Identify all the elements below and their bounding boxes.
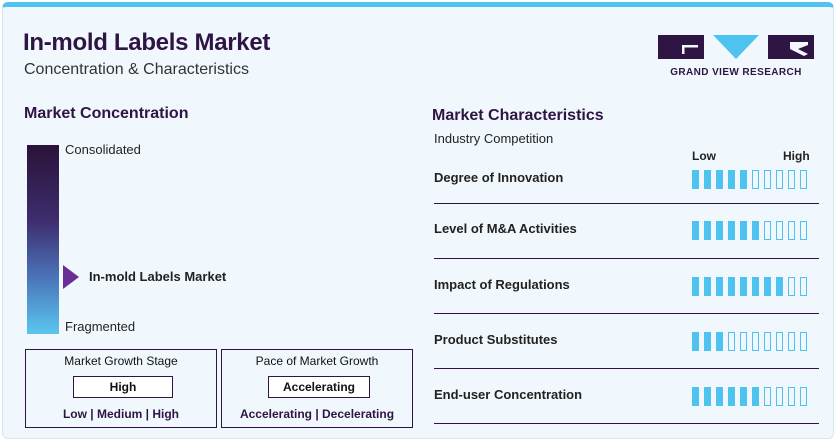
meter-segment-empty xyxy=(788,332,795,351)
meter-segment-filled xyxy=(740,221,747,240)
meter-segment-filled xyxy=(704,170,711,189)
characteristic-meter xyxy=(692,332,807,351)
meter-segment-filled xyxy=(704,387,711,406)
high-label: High xyxy=(783,149,810,163)
meter-segment-filled xyxy=(776,277,783,296)
meter-segment-filled xyxy=(692,170,699,189)
meter-segment-empty xyxy=(788,387,795,406)
row-divider xyxy=(434,423,819,424)
meter-segment-filled xyxy=(704,332,711,351)
logo-text: GRAND VIEW RESEARCH xyxy=(670,67,802,78)
meter-segment-filled xyxy=(728,221,735,240)
characteristic-label: Level of M&A Activities xyxy=(434,221,577,236)
growth-stage-options: Low | Medium | High xyxy=(62,407,180,421)
growth-pace-title: Pace of Market Growth xyxy=(255,354,379,368)
page-title: In-mold Labels Market xyxy=(23,29,271,56)
meter-segment-filled xyxy=(716,170,723,189)
meter-segment-empty xyxy=(764,170,771,189)
row-divider xyxy=(434,258,819,259)
row-divider xyxy=(434,203,819,204)
characteristic-label: Product Substitutes xyxy=(434,332,558,347)
fragmented-label: Fragmented xyxy=(65,319,136,334)
characteristic-meter xyxy=(692,170,807,189)
meter-segment-filled xyxy=(728,387,735,406)
meter-segment-empty xyxy=(764,332,771,351)
marker-label: In-mold Labels Market xyxy=(89,269,227,284)
growth-stage-box: Market Growth Stage High Low | Medium | … xyxy=(25,349,217,428)
meter-segment-empty xyxy=(800,277,807,296)
meter-segment-filled xyxy=(752,277,759,296)
characteristic-meter xyxy=(692,277,807,296)
consolidated-label: Consolidated xyxy=(65,142,141,157)
row-divider xyxy=(434,368,819,369)
characteristic-meter xyxy=(692,221,807,240)
concentration-heading: Market Concentration xyxy=(24,105,189,122)
meter-segment-filled xyxy=(716,221,723,240)
low-label: Low xyxy=(692,149,716,163)
grand-view-research-logo: GRAND VIEW RESEARCH xyxy=(658,33,814,83)
meter-segment-filled xyxy=(752,387,759,406)
meter-segment-empty xyxy=(800,387,807,406)
meter-segment-filled xyxy=(728,277,735,296)
concentration-gradient-bar xyxy=(27,145,59,334)
meter-segment-empty xyxy=(776,332,783,351)
meter-segment-filled xyxy=(764,277,771,296)
meter-segment-filled xyxy=(692,221,699,240)
meter-segment-empty xyxy=(740,332,747,351)
characteristic-label: Degree of Innovation xyxy=(434,170,564,185)
meter-segment-empty xyxy=(800,170,807,189)
row-divider xyxy=(434,313,819,314)
meter-segment-filled xyxy=(740,277,747,296)
meter-segment-empty xyxy=(776,387,783,406)
meter-segment-empty xyxy=(752,170,759,189)
growth-stage-title: Market Growth Stage xyxy=(64,354,178,368)
meter-segment-filled xyxy=(728,170,735,189)
meter-segment-filled xyxy=(704,221,711,240)
meter-segment-filled xyxy=(740,387,747,406)
page-subtitle: Concentration & Characteristics xyxy=(24,61,249,78)
meter-segment-empty xyxy=(764,387,771,406)
logo-mark-icon xyxy=(658,35,814,59)
meter-segment-empty xyxy=(776,221,783,240)
characteristic-meter xyxy=(692,387,807,406)
meter-segment-filled xyxy=(704,277,711,296)
meter-segment-empty xyxy=(788,221,795,240)
marker-triangle-icon xyxy=(63,265,79,289)
meter-segment-filled xyxy=(692,277,699,296)
meter-segment-filled xyxy=(716,332,723,351)
meter-segment-filled xyxy=(716,277,723,296)
meter-segment-empty xyxy=(800,332,807,351)
growth-pace-value: Accelerating xyxy=(268,376,370,398)
meter-segment-filled xyxy=(692,332,699,351)
characteristics-subheading: Industry Competition xyxy=(434,131,554,146)
meter-segment-filled xyxy=(752,221,759,240)
characteristic-label: Impact of Regulations xyxy=(434,277,570,292)
meter-segment-empty xyxy=(764,221,771,240)
meter-segment-empty xyxy=(788,277,795,296)
meter-segment-empty xyxy=(752,332,759,351)
meter-segment-empty xyxy=(800,221,807,240)
meter-segment-empty xyxy=(776,170,783,189)
meter-segment-filled xyxy=(692,387,699,406)
growth-pace-box: Pace of Market Growth Accelerating Accel… xyxy=(221,349,413,428)
growth-stage-value: High xyxy=(73,376,173,398)
growth-pace-options: Accelerating | Decelerating xyxy=(239,407,395,421)
meter-segment-empty xyxy=(788,170,795,189)
meter-segment-filled xyxy=(740,170,747,189)
characteristics-heading: Market Characteristics xyxy=(432,107,604,124)
characteristic-label: End-user Concentration xyxy=(434,387,583,402)
meter-segment-filled xyxy=(716,387,723,406)
meter-segment-empty xyxy=(728,332,735,351)
